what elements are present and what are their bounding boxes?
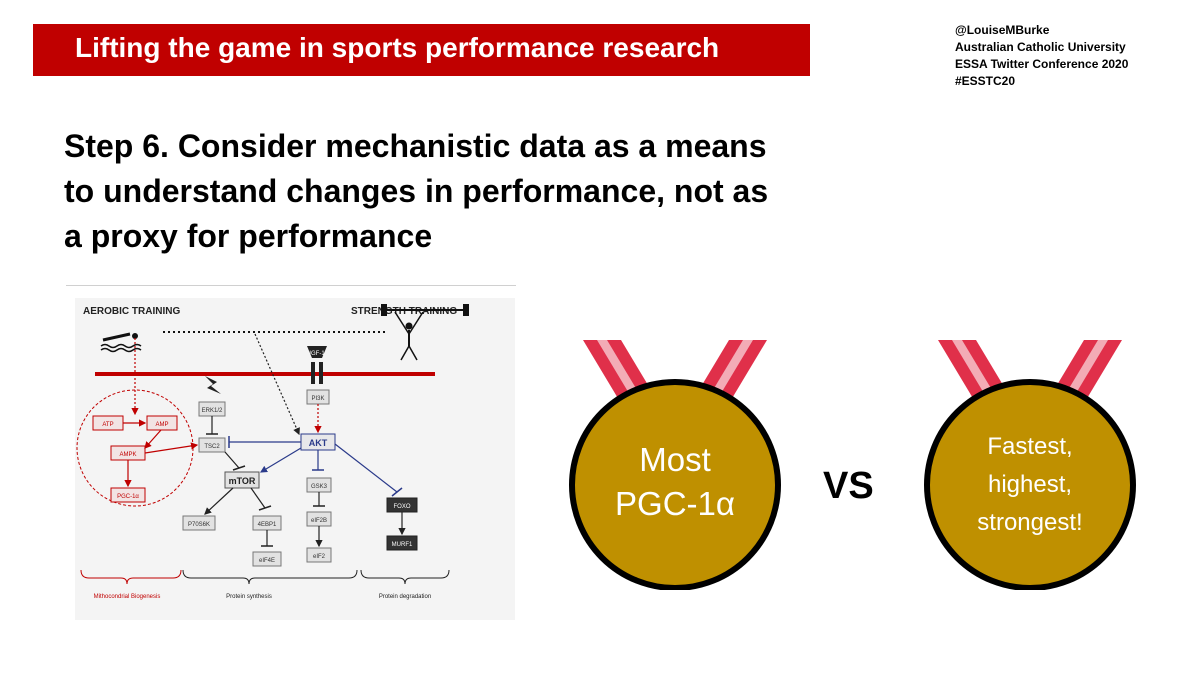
- group-degradation-label: Protein degradation: [379, 594, 431, 600]
- versus-label: VS: [823, 465, 874, 507]
- strength-training-label: STRENGTH TRAINING: [351, 306, 457, 317]
- conference-name: ESSA Twitter Conference 2020: [955, 57, 1129, 71]
- twitter-handle: @LouiseMBurke: [955, 23, 1050, 37]
- node-atp: ATP: [102, 422, 113, 428]
- group-mito-label: Mithocondrial Biogenesis: [94, 594, 161, 600]
- node-igf1: IGF-1: [309, 351, 325, 357]
- gold-disc-left: [569, 379, 781, 590]
- medal-left-line-2: PGC-1α: [615, 485, 735, 522]
- heading-line-1: Step 6. Consider mechanistic data as a m…: [64, 128, 767, 164]
- lightning-icon: [205, 376, 221, 394]
- node-murf1: MURF1: [392, 542, 413, 548]
- signalling-pathway-diagram: AEROBIC TRAINING STRENGTH TRAINING IGF-1: [75, 298, 515, 620]
- banner-title: Lifting the game in sports performance r…: [75, 32, 720, 63]
- author-credits: @LouiseMBurke Australian Catholic Univer…: [955, 22, 1128, 90]
- node-pgc: PGC-1α: [117, 494, 139, 500]
- hashtag: #ESSTC20: [955, 74, 1016, 88]
- node-4ebp1: 4EBP1: [258, 522, 277, 528]
- node-p70s6k: P70S6K: [188, 522, 210, 528]
- medal-right-line-3: strongest!: [977, 509, 1083, 536]
- slide-heading: Step 6. Consider mechanistic data as a m…: [64, 124, 854, 259]
- gold-disc-right: [924, 379, 1136, 590]
- node-eif2: eIF2: [313, 554, 326, 560]
- aerobic-training-label: AEROBIC TRAINING: [83, 306, 180, 317]
- divider-line: [66, 285, 516, 286]
- heading-line-3: a proxy for performance: [64, 218, 433, 254]
- node-eif4e: eIF4E: [259, 558, 275, 564]
- medal-right-line-1: Fastest,: [987, 433, 1073, 460]
- medal-left-line-1: Most: [639, 441, 711, 478]
- node-ampk: AMPK: [119, 452, 136, 458]
- medal-right: [924, 340, 1136, 590]
- swimmer-icon: [100, 332, 142, 353]
- node-amp: AMP: [155, 422, 168, 428]
- heading-line-2: to understand changes in performance, no…: [64, 173, 769, 209]
- group-synthesis-label: Protein synthesis: [226, 594, 272, 600]
- node-foxo: FOXO: [393, 504, 410, 510]
- medal-right-line-2: highest,: [987, 471, 1073, 498]
- institution: Australian Catholic University: [955, 40, 1126, 54]
- medal-left-text: Most PGC-1α: [580, 438, 770, 526]
- node-eif2b: eIF2B: [311, 518, 327, 524]
- medal-left: [569, 340, 781, 590]
- node-erk: ERK1/2: [202, 408, 223, 414]
- node-pi3k: PI3K: [311, 396, 324, 402]
- node-mtor: mTOR: [229, 476, 256, 486]
- node-gsk3: GSK3: [311, 484, 328, 490]
- node-akt: AKT: [309, 438, 328, 448]
- node-tsc2: TSC2: [204, 444, 220, 450]
- weightlifter-icon: [381, 304, 469, 361]
- medal-right-text: Fastest, highest, strongest!: [935, 428, 1125, 542]
- title-banner: Lifting the game in sports performance r…: [33, 24, 810, 76]
